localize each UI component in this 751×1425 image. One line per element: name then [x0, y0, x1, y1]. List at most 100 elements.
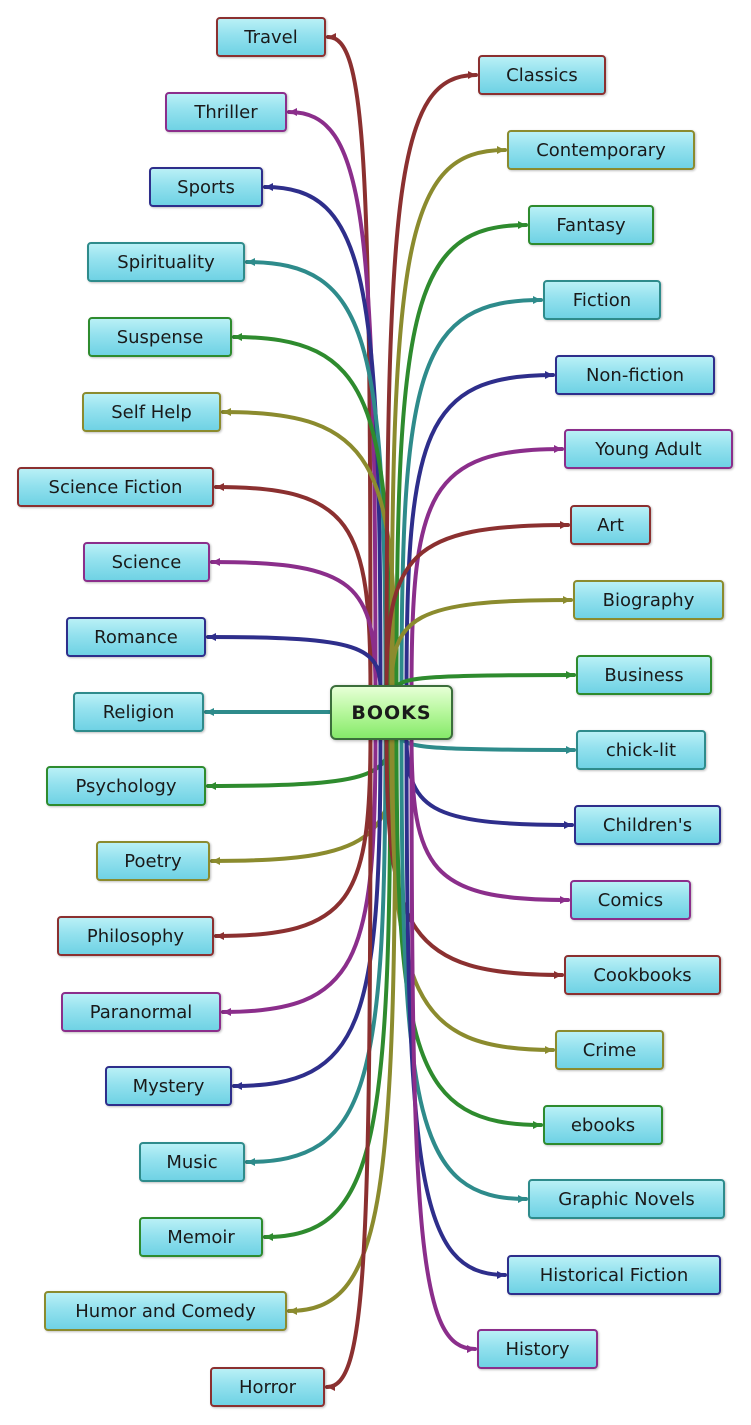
node-non-fiction[interactable]: Non-fiction	[555, 355, 715, 395]
arrowhead-humor-and-comedy	[289, 1307, 297, 1315]
node-label: Sports	[177, 176, 235, 198]
connector-non-fiction	[404, 373, 555, 692]
node-paranormal[interactable]: Paranormal	[61, 992, 221, 1032]
node-comics[interactable]: Comics	[570, 880, 691, 920]
node-label: Classics	[506, 64, 578, 86]
connector-biography	[389, 598, 573, 692]
node-science[interactable]: Science	[83, 542, 210, 582]
node-label: Mystery	[132, 1075, 205, 1097]
connector-psychology	[206, 733, 393, 788]
node-history[interactable]: History	[477, 1329, 598, 1369]
arrowhead-philosophy	[216, 932, 224, 940]
node-label: History	[505, 1338, 570, 1360]
node-label: Music	[166, 1151, 218, 1173]
node-historical-fiction[interactable]: Historical Fiction	[507, 1255, 721, 1295]
arrowhead-sports	[265, 183, 273, 191]
node-label: Spirituality	[117, 251, 215, 273]
node-humor-and-comedy[interactable]: Humor and Comedy	[44, 1291, 287, 1331]
arrowhead-romance	[208, 633, 216, 641]
node-poetry[interactable]: Poetry	[96, 841, 210, 881]
arrowhead-horror	[327, 1383, 335, 1391]
node-label: Fantasy	[556, 214, 626, 236]
node-religion[interactable]: Religion	[73, 692, 204, 732]
arrowhead-suspense	[234, 333, 242, 341]
node-label: Science	[111, 551, 182, 573]
node-mystery[interactable]: Mystery	[105, 1066, 232, 1106]
node-label: Children's	[602, 814, 693, 836]
connector-thriller	[287, 110, 378, 692]
node-young-adult[interactable]: Young Adult	[564, 429, 733, 469]
node-ebooks[interactable]: ebooks	[543, 1105, 663, 1145]
node-label: Biography	[602, 589, 695, 611]
node-label: Young Adult	[595, 438, 702, 460]
node-cookbooks[interactable]: Cookbooks	[564, 955, 721, 995]
arrowhead-classics	[468, 71, 476, 79]
node-spirituality[interactable]: Spirituality	[87, 242, 245, 282]
arrowhead-religion	[206, 708, 214, 716]
connector-music	[245, 733, 388, 1164]
node-music[interactable]: Music	[139, 1142, 245, 1182]
node-label: Religion	[102, 701, 175, 723]
node-label: Thriller	[194, 101, 258, 123]
node-romance[interactable]: Romance	[66, 617, 206, 657]
arrowhead-comics	[560, 896, 568, 904]
node-business[interactable]: Business	[576, 655, 712, 695]
node-label: Romance	[94, 626, 178, 648]
arrowhead-ebooks	[533, 1121, 541, 1129]
arrowhead-poetry	[212, 857, 220, 865]
node-art[interactable]: Art	[570, 505, 651, 545]
connector-spirituality	[245, 260, 388, 692]
node-horror[interactable]: Horror	[210, 1367, 325, 1407]
node-label: ebooks	[570, 1114, 636, 1136]
node-memoir[interactable]: Memoir	[139, 1217, 263, 1257]
connector-romance	[206, 635, 383, 692]
node-label: Poetry	[124, 850, 182, 872]
node-psychology[interactable]: Psychology	[46, 766, 206, 806]
node-contemporary[interactable]: Contemporary	[507, 130, 695, 170]
node-label: Contemporary	[536, 139, 666, 161]
arrowhead-self-help	[223, 408, 231, 416]
arrowhead-chick-lit	[566, 746, 574, 754]
node-sports[interactable]: Sports	[149, 167, 263, 207]
node-thriller[interactable]: Thriller	[165, 92, 287, 132]
node-label: Self Help	[111, 401, 192, 423]
node-graphic-novels[interactable]: Graphic Novels	[528, 1179, 725, 1219]
node-label: chick-lit	[605, 739, 677, 761]
connector-ebooks	[394, 733, 543, 1127]
node-travel[interactable]: Travel	[216, 17, 326, 57]
node-fiction[interactable]: Fiction	[543, 280, 661, 320]
arrowhead-cookbooks	[554, 971, 562, 979]
node-fantasy[interactable]: Fantasy	[528, 205, 654, 245]
node-label: Non-fiction	[585, 364, 685, 386]
node-children-s[interactable]: Children's	[574, 805, 721, 845]
node-label: Science Fiction	[48, 476, 183, 498]
connector-crime	[389, 733, 555, 1052]
arrowhead-psychology	[208, 782, 216, 790]
arrowhead-memoir	[265, 1233, 273, 1241]
center-node[interactable]: BOOKS	[330, 685, 453, 740]
connector-historical-fiction	[404, 733, 507, 1277]
arrowhead-thriller	[289, 108, 297, 116]
node-label: Paranormal	[89, 1001, 193, 1023]
node-label: Business	[604, 664, 684, 686]
connector-mystery	[232, 733, 383, 1088]
arrowhead-paranormal	[223, 1008, 231, 1016]
node-science-fiction[interactable]: Science Fiction	[17, 467, 214, 507]
arrowhead-contemporary	[497, 146, 505, 154]
node-biography[interactable]: Biography	[573, 580, 724, 620]
connector-art	[384, 523, 570, 692]
node-chick-lit[interactable]: chick-lit	[576, 730, 706, 770]
node-self-help[interactable]: Self Help	[82, 392, 221, 432]
arrowhead-music	[247, 1158, 255, 1166]
node-label: Fiction	[572, 289, 632, 311]
node-suspense[interactable]: Suspense	[88, 317, 232, 357]
node-classics[interactable]: Classics	[478, 55, 606, 95]
connector-science	[210, 560, 378, 692]
connector-cookbooks	[384, 733, 564, 977]
node-label: Art	[597, 514, 624, 536]
node-crime[interactable]: Crime	[555, 1030, 664, 1070]
node-philosophy[interactable]: Philosophy	[57, 916, 214, 956]
arrowhead-historical-fiction	[497, 1271, 505, 1279]
